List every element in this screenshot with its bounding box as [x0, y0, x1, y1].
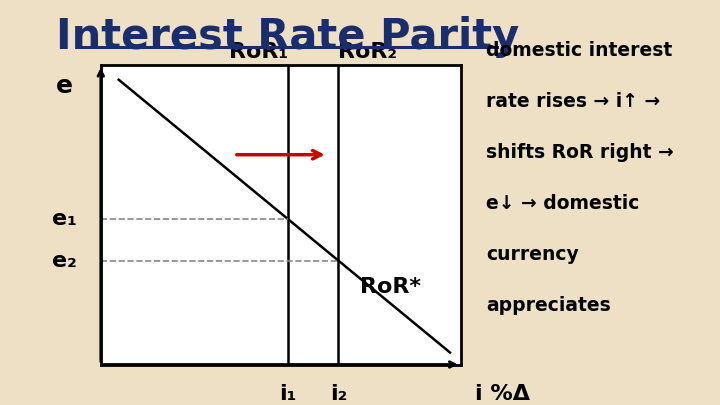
Text: i₁: i₁ — [279, 384, 297, 405]
Text: e₂: e₂ — [53, 251, 77, 271]
Text: e↓ → domestic: e↓ → domestic — [486, 194, 639, 213]
Text: RoR*: RoR* — [360, 277, 421, 296]
Text: Interest Rate Parity: Interest Rate Parity — [56, 16, 520, 58]
Text: currency: currency — [486, 245, 579, 264]
Text: e₁: e₁ — [53, 209, 77, 229]
Text: e: e — [56, 74, 73, 98]
Text: RoR₂: RoR₂ — [338, 42, 397, 62]
Text: appreciates: appreciates — [486, 296, 611, 315]
Text: shifts RoR right →: shifts RoR right → — [486, 143, 674, 162]
Text: i₂: i₂ — [330, 384, 347, 405]
Text: RoR₁: RoR₁ — [229, 42, 288, 62]
Text: rate rises → i↑ →: rate rises → i↑ → — [486, 92, 660, 111]
Text: i %Δ: i %Δ — [475, 384, 530, 405]
Text: domestic interest: domestic interest — [486, 40, 672, 60]
